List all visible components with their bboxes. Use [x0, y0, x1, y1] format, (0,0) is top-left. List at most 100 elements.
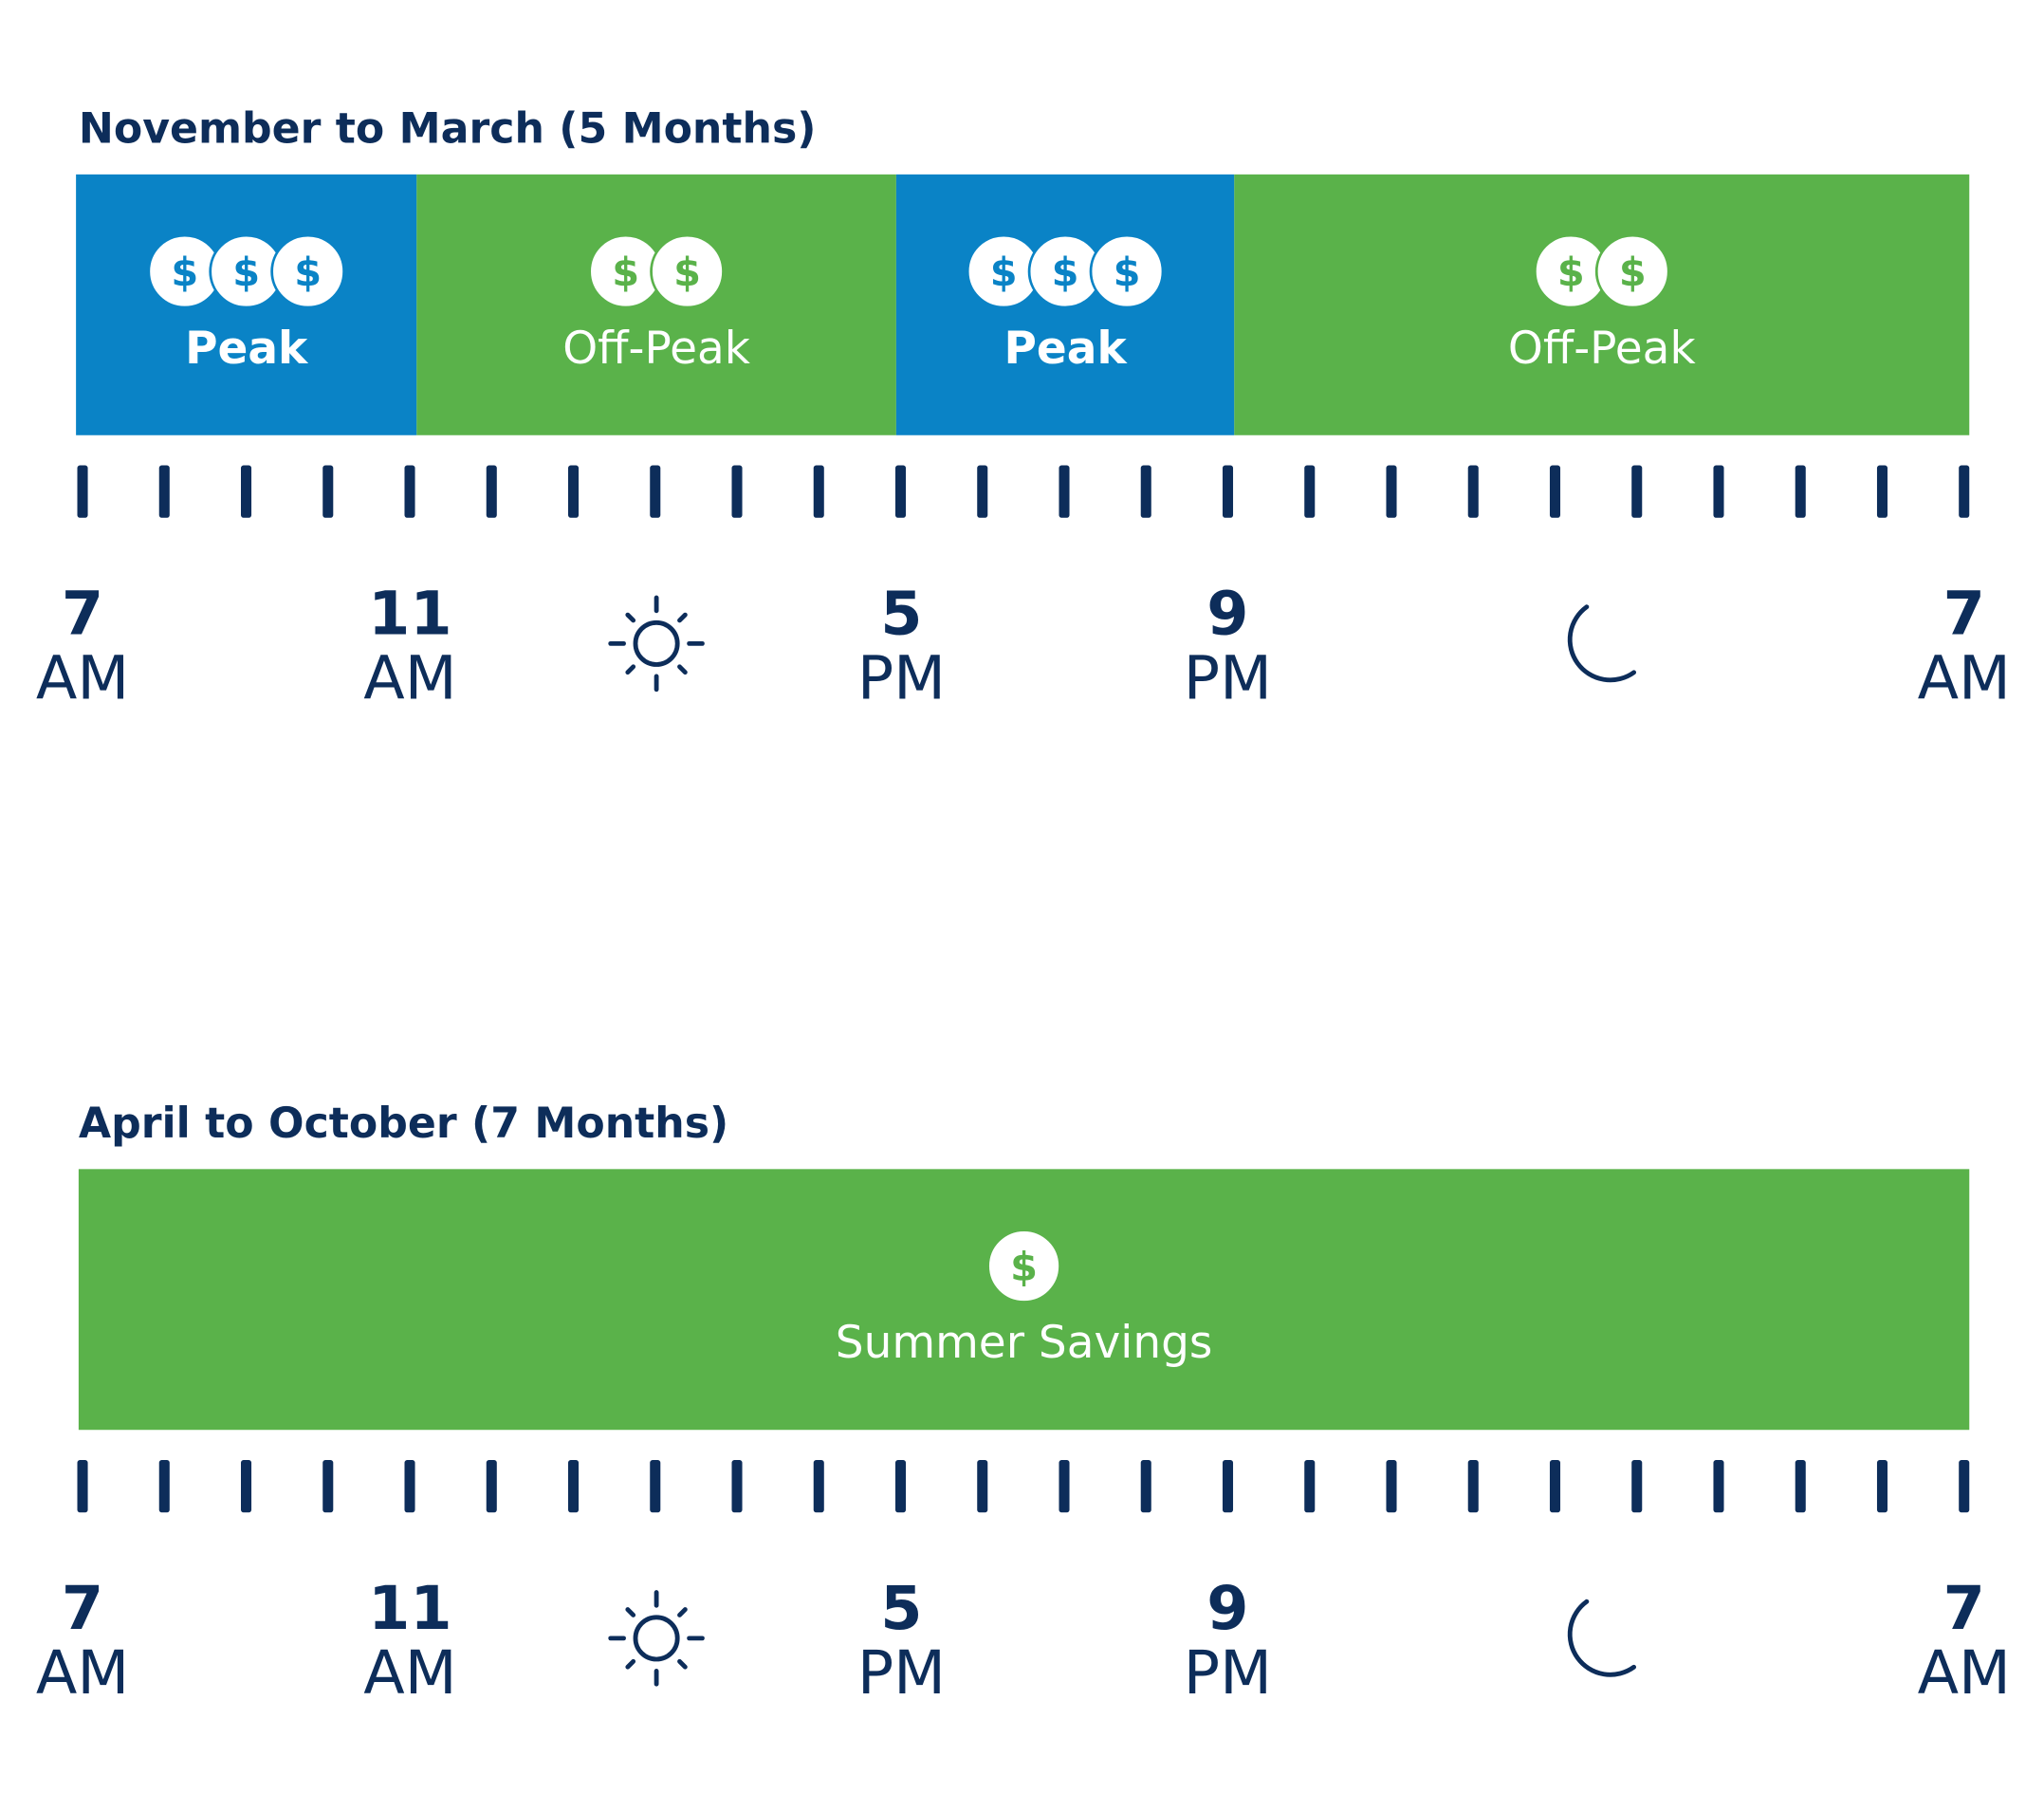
coin-symbol: $ — [232, 250, 260, 295]
time-number: 11 — [368, 579, 451, 649]
hour-tick — [77, 465, 88, 518]
hour-tick — [894, 465, 907, 518]
hour-tick — [894, 1460, 907, 1513]
hour-tick — [1222, 465, 1234, 518]
time-period: AM — [1918, 642, 2011, 712]
hour-tick — [1059, 465, 1070, 518]
sun-ray — [625, 664, 636, 675]
coin — [650, 233, 725, 309]
hour-tick — [1959, 1460, 1970, 1513]
sun-ray — [677, 1658, 688, 1670]
hour-tick — [1876, 465, 1888, 518]
coin-symbol: $ — [1619, 250, 1647, 295]
hour-tick — [1140, 1460, 1151, 1513]
sun-ray — [677, 1607, 688, 1617]
hour-tick — [1549, 1460, 1561, 1513]
time-number: 9 — [1206, 579, 1248, 649]
segment-label: Off-Peak — [562, 323, 751, 375]
hour-tick — [1631, 465, 1643, 518]
schedule-section: November to March (5 Months) $ $ $ Peak $ $ Off… — [36, 105, 2011, 713]
hour-tick — [486, 1460, 497, 1513]
time-period: AM — [363, 642, 456, 712]
hour-tick — [813, 1460, 824, 1513]
hour-tick — [1386, 465, 1397, 518]
hour-tick — [1059, 1460, 1070, 1513]
time-period: AM — [36, 1637, 129, 1708]
section-title: November to March (5 Months) — [79, 105, 817, 154]
coin-symbol: $ — [294, 250, 322, 295]
coin-symbol: $ — [1052, 250, 1079, 295]
time-number: 11 — [368, 1573, 451, 1643]
sun-ray — [677, 612, 688, 623]
hour-tick — [240, 1460, 252, 1513]
hour-tick — [1386, 1460, 1397, 1513]
hour-tick — [1140, 465, 1151, 518]
coin-symbol: $ — [171, 250, 198, 295]
hour-tick — [322, 1460, 334, 1513]
hour-tick — [813, 465, 824, 518]
hour-tick — [1795, 465, 1806, 518]
segment-label: Peak — [185, 323, 309, 375]
hour-tick — [1876, 1460, 1888, 1513]
hour-tick — [731, 465, 743, 518]
sun-ray — [677, 664, 688, 675]
time-number: 7 — [1943, 1573, 1985, 1643]
hour-tick — [567, 1460, 580, 1513]
hour-tick — [977, 465, 988, 518]
hour-tick — [650, 1460, 661, 1513]
coin-symbol: $ — [1114, 250, 1141, 295]
coin — [986, 1229, 1061, 1303]
hour-tick — [1713, 465, 1724, 518]
sun-core — [633, 1615, 680, 1662]
time-number: 7 — [62, 1573, 103, 1643]
hour-tick — [77, 1460, 88, 1513]
time-period: AM — [1918, 1637, 2011, 1708]
hour-tick — [1631, 1460, 1643, 1513]
hour-tick — [158, 465, 170, 518]
coin-symbol: $ — [990, 250, 1018, 295]
time-period: AM — [36, 642, 129, 712]
hour-tick — [977, 1460, 988, 1513]
hour-tick — [1304, 1460, 1316, 1513]
hour-tick — [1304, 465, 1316, 518]
rate-segment — [416, 174, 896, 435]
section-title: April to October (7 Months) — [79, 1100, 728, 1148]
time-number: 5 — [880, 579, 922, 649]
hour-tick — [1467, 1460, 1479, 1513]
coin-symbol: $ — [673, 250, 701, 295]
time-number: 7 — [62, 579, 103, 649]
segment-label: Peak — [1004, 323, 1129, 375]
hour-tick — [1713, 1460, 1724, 1513]
coin-symbol: $ — [612, 250, 639, 295]
hour-tick — [158, 1460, 170, 1513]
coin — [270, 233, 346, 309]
time-number: 9 — [1206, 1573, 1248, 1643]
rate-segment — [1234, 174, 1970, 435]
segment-label: Summer Savings — [836, 1317, 1213, 1369]
hour-tick — [486, 465, 497, 518]
hour-tick — [322, 465, 334, 518]
time-period: PM — [857, 642, 946, 712]
hour-tick — [1795, 1460, 1806, 1513]
hour-tick — [240, 465, 252, 518]
time-period: PM — [1184, 642, 1272, 712]
moon-icon — [1567, 1599, 1637, 1677]
segment-label: Off-Peak — [1508, 323, 1697, 375]
hour-tick — [1959, 465, 1970, 518]
sun-core — [633, 619, 680, 667]
hour-tick — [404, 465, 415, 518]
coin — [1594, 233, 1670, 309]
hour-tick — [404, 1460, 415, 1513]
time-period: PM — [1184, 1637, 1272, 1708]
time-period: PM — [857, 1637, 946, 1708]
hour-tick — [1549, 465, 1561, 518]
time-number: 7 — [1943, 579, 1985, 649]
moon-icon — [1567, 604, 1637, 683]
hour-tick — [650, 465, 661, 518]
coin — [1089, 233, 1165, 309]
hour-tick — [1467, 465, 1479, 518]
hour-tick — [1222, 1460, 1234, 1513]
sun-ray — [625, 1658, 636, 1670]
